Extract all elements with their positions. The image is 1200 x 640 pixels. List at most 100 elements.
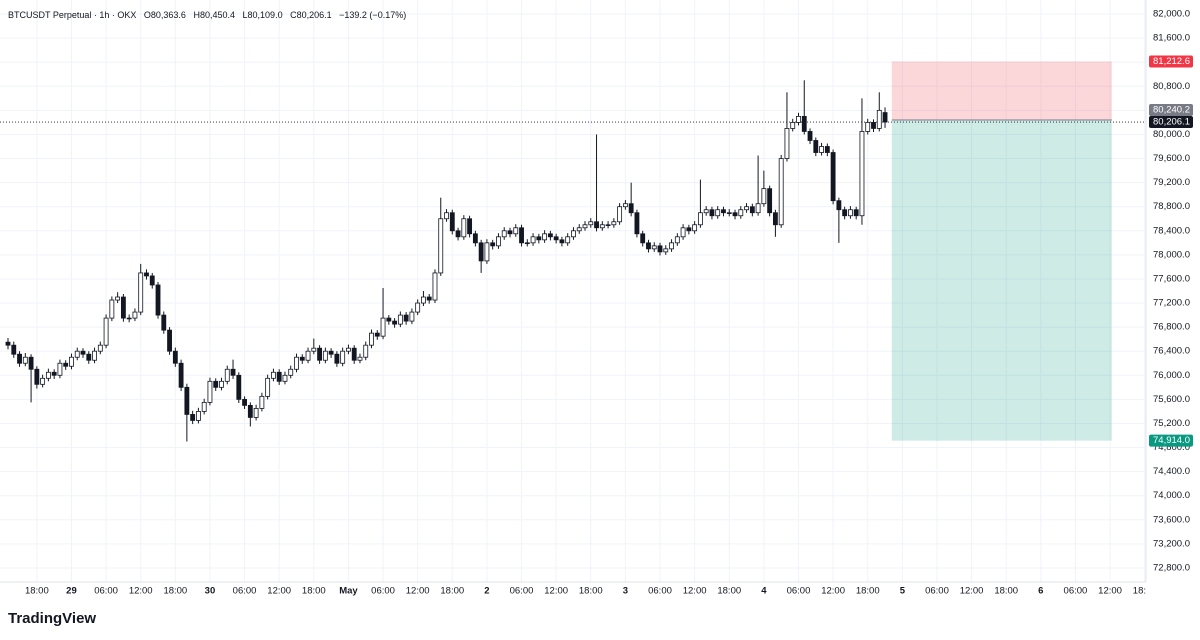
candle-body bbox=[542, 233, 548, 241]
candle-body bbox=[242, 398, 247, 406]
x-tick-label: 06:00 bbox=[925, 586, 949, 597]
candle-body bbox=[588, 221, 594, 226]
candle-body bbox=[859, 131, 865, 217]
candle-body bbox=[22, 356, 28, 364]
candle-body bbox=[790, 122, 796, 129]
axes: 82,000.081,600.081,200.080,800.080,400.0… bbox=[1149, 9, 1193, 573]
candle-body bbox=[276, 371, 282, 382]
x-tick-label: 5 bbox=[900, 586, 906, 597]
candle-body bbox=[426, 296, 432, 301]
candle-body bbox=[161, 314, 167, 331]
x-tick-label: 18:00 bbox=[25, 586, 49, 597]
y-tick-label: 77,200.0 bbox=[1153, 298, 1190, 309]
price-label: 81,212.6 bbox=[1153, 56, 1190, 67]
candle-body bbox=[669, 242, 674, 250]
candle-body bbox=[357, 356, 363, 361]
candle-body bbox=[299, 356, 305, 361]
ohlc-open: O80,363.6 bbox=[143, 10, 186, 20]
candle-body bbox=[749, 206, 755, 214]
candle-body bbox=[807, 131, 813, 141]
candle-body bbox=[467, 218, 473, 235]
candle-body bbox=[767, 188, 773, 214]
candle-body bbox=[455, 230, 461, 238]
candle-body bbox=[813, 140, 819, 153]
x-tick-label: 12:00 bbox=[683, 586, 707, 597]
y-tick-label: 80,800.0 bbox=[1153, 81, 1190, 92]
candle-body bbox=[421, 296, 426, 304]
candle-body bbox=[392, 320, 398, 325]
candle-body bbox=[559, 239, 565, 244]
candle-body bbox=[224, 368, 230, 382]
candle-body bbox=[5, 341, 11, 346]
x-tick-label: 06:00 bbox=[94, 586, 118, 597]
candle-body bbox=[28, 356, 34, 370]
candle-body bbox=[207, 380, 213, 403]
candle-body bbox=[380, 317, 386, 337]
x-tick-label: 12:00 bbox=[544, 586, 568, 597]
candle-body bbox=[144, 272, 149, 277]
candle-body bbox=[876, 109, 882, 129]
symbol: BTCUSDT Perpetual · 1h · OKX bbox=[8, 10, 137, 20]
candle-body bbox=[322, 350, 328, 361]
candle-body bbox=[738, 209, 744, 217]
candle-body bbox=[213, 380, 219, 388]
candle-body bbox=[271, 371, 276, 379]
x-tick-label: 18:00 bbox=[302, 586, 326, 597]
candle-body bbox=[709, 209, 715, 217]
candle-body bbox=[449, 212, 455, 232]
symbol-header: BTCUSDT Perpetual · 1h · OKX O80,363.6 H… bbox=[8, 10, 411, 20]
x-tick-label: 12:00 bbox=[960, 586, 984, 597]
candle-body bbox=[697, 212, 703, 226]
candle-body bbox=[646, 242, 651, 250]
ohlc-low: L80,109.0 bbox=[242, 10, 283, 20]
x-tick-label: 06:00 bbox=[1064, 586, 1088, 597]
price-label: 80,240.2 bbox=[1153, 105, 1190, 116]
candle-body bbox=[692, 224, 698, 232]
candle-body bbox=[571, 230, 576, 238]
ohlc-close: C80,206.1 bbox=[290, 10, 332, 20]
y-tick-label: 75,600.0 bbox=[1153, 394, 1190, 405]
candle-body bbox=[622, 203, 628, 208]
candle-body bbox=[63, 362, 69, 367]
candle-body bbox=[848, 209, 853, 217]
candle-body bbox=[328, 350, 334, 355]
candle-body bbox=[871, 122, 876, 129]
candle-body bbox=[346, 347, 351, 352]
candle-body bbox=[830, 152, 836, 202]
y-tick-label: 78,400.0 bbox=[1153, 225, 1190, 236]
y-tick-label: 74,400.0 bbox=[1153, 466, 1190, 477]
candle-body bbox=[369, 332, 374, 346]
candle-body bbox=[351, 347, 357, 361]
candle-body bbox=[126, 317, 132, 320]
candle-body bbox=[524, 242, 530, 245]
candle-body bbox=[617, 206, 623, 223]
y-tick-label: 74,800.0 bbox=[1153, 442, 1190, 453]
candle-body bbox=[819, 146, 824, 153]
candle-body bbox=[836, 200, 842, 211]
candle-body bbox=[599, 224, 605, 229]
y-tick-label: 82,000.0 bbox=[1153, 9, 1190, 20]
x-tick-label: 18:00 bbox=[717, 586, 741, 597]
candle-body bbox=[409, 311, 415, 322]
x-tick-label: 06:00 bbox=[233, 586, 257, 597]
candle-body bbox=[253, 408, 259, 418]
candle-body bbox=[721, 209, 726, 214]
candle-body bbox=[594, 221, 599, 229]
candle-body bbox=[230, 368, 236, 376]
candle-body bbox=[115, 296, 121, 301]
candle-body bbox=[305, 350, 311, 361]
y-tick-label: 73,600.0 bbox=[1153, 514, 1190, 525]
candle-body bbox=[311, 347, 317, 352]
y-tick-label: 72,800.0 bbox=[1153, 562, 1190, 573]
y-tick-label: 76,400.0 bbox=[1153, 346, 1190, 357]
target-zone bbox=[891, 119, 1112, 441]
y-tick-label: 77,600.0 bbox=[1153, 273, 1190, 284]
candle-body bbox=[674, 236, 680, 244]
candle-body bbox=[167, 329, 172, 352]
candle-body bbox=[178, 362, 184, 388]
candle-body bbox=[444, 212, 449, 220]
candle-body bbox=[155, 284, 161, 316]
candle-body bbox=[472, 233, 478, 244]
